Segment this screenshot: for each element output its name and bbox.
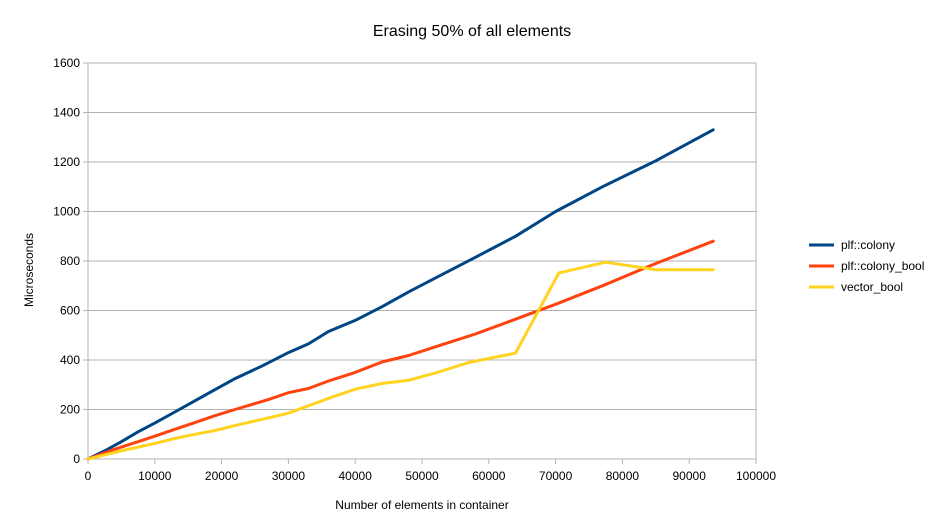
series-line-2 — [86, 239, 715, 461]
y-tick-label: 1400 — [53, 106, 80, 120]
y-tick-label: 200 — [60, 403, 80, 417]
y-tick-label: 0 — [73, 452, 80, 466]
x-axis-title: Number of elements in container — [335, 498, 508, 512]
series-line-1 — [86, 128, 715, 461]
y-tick-label: 800 — [60, 254, 80, 268]
x-tick-label: 60000 — [472, 469, 506, 483]
x-tick-label: 90000 — [673, 469, 707, 483]
x-tick-label: 0 — [85, 469, 92, 483]
x-tick-label: 20000 — [205, 469, 239, 483]
gridlines — [88, 62, 756, 460]
y-tick-label: 400 — [60, 353, 80, 367]
chart-title: Erasing 50% of all elements — [373, 23, 571, 40]
y-tick-label: 1600 — [53, 56, 80, 70]
x-tick-label: 70000 — [539, 469, 573, 483]
series-group — [86, 128, 715, 461]
y-tick-label: 1200 — [53, 155, 80, 169]
x-tick-label: 50000 — [405, 469, 439, 483]
x-tick-label: 10000 — [138, 469, 172, 483]
y-tick-label: 600 — [60, 304, 80, 318]
y-axis: 0 200 400 600 800 1000 1200 1400 1600 — [53, 56, 88, 466]
x-axis: 0 10000 20000 30000 40000 50000 60000 70000 8000… — [85, 459, 776, 483]
legend-label: plf::colony_bool — [841, 259, 924, 273]
legend-label: vector_bool — [841, 280, 903, 294]
x-tick-label: 40000 — [339, 469, 373, 483]
y-tick-label: 1000 — [53, 205, 80, 219]
x-tick-label: 80000 — [606, 469, 640, 483]
y-axis-title: Microseconds — [22, 233, 36, 307]
x-tick-label: 30000 — [272, 469, 306, 483]
x-tick-label: 100000 — [736, 469, 776, 483]
legend-label: plf::colony — [841, 238, 895, 252]
series-line-3 — [86, 260, 715, 461]
